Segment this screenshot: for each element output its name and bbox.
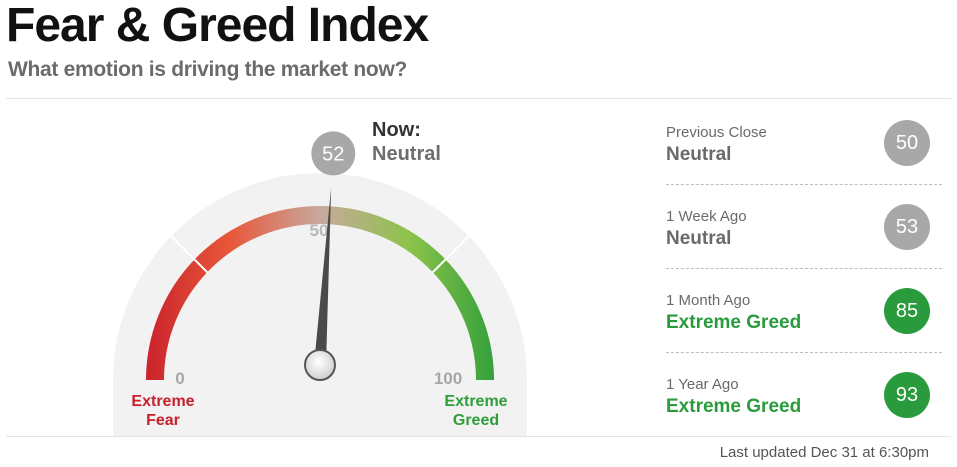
history-1-month-ago: 1 Month Ago Extreme Greed 85: [666, 288, 942, 372]
history-divider: [666, 184, 942, 185]
top-divider: [6, 98, 951, 99]
last-updated: Last updated Dec 31 at 6:30pm: [719, 444, 929, 461]
current-value-badge: [311, 131, 356, 176]
gauge-divider-25: [166, 231, 209, 274]
current-value-text: 52: [322, 143, 344, 165]
gauge-needle: [314, 187, 332, 366]
extreme-fear-label-line2: Fear: [146, 412, 180, 429]
history-rating: Extreme Greed: [666, 396, 802, 417]
fear-greed-gauge: 50 0 100 Extreme Fear Extreme Greed 52: [113, 131, 527, 436]
gauge-divider-75: [431, 231, 474, 274]
tick-label-50: 50: [310, 221, 329, 240]
history-rating: Neutral: [666, 144, 732, 165]
history-rating: Neutral: [666, 228, 732, 249]
history-previous-close: Previous Close Neutral 50: [666, 120, 942, 204]
history-value-badge: 93: [884, 372, 930, 418]
extreme-greed-label-line2: Greed: [453, 412, 499, 429]
extreme-greed-label-line1: Extreme: [444, 393, 507, 410]
history-rating: Extreme Greed: [666, 312, 802, 333]
history-value-badge: 53: [884, 204, 930, 250]
tick-label-100: 100: [434, 369, 462, 388]
tick-label-0: 0: [175, 369, 184, 388]
bottom-divider: [6, 436, 951, 437]
history-1-year-ago: 1 Year Ago Extreme Greed 93: [666, 372, 942, 456]
history-value-badge: 85: [884, 288, 930, 334]
history-1-week-ago: 1 Week Ago Neutral 53: [666, 204, 942, 288]
history-label: 1 Week Ago: [666, 208, 747, 225]
history-label: 1 Month Ago: [666, 292, 751, 309]
history-label: 1 Year Ago: [666, 376, 739, 393]
history-divider: [666, 352, 942, 353]
history-divider: [666, 268, 942, 269]
history-label: Previous Close: [666, 124, 767, 141]
history-value-badge: 50: [884, 120, 930, 166]
now-label: Now:: [372, 119, 421, 141]
now-rating: Neutral: [372, 143, 441, 165]
gauge-needle-hub: [304, 349, 336, 381]
page-title: Fear & Greed Index: [6, 0, 429, 52]
page-subtitle: What emotion is driving the market now?: [8, 58, 408, 81]
extreme-fear-label-line1: Extreme: [131, 393, 194, 410]
gauge-arc: [146, 206, 494, 381]
